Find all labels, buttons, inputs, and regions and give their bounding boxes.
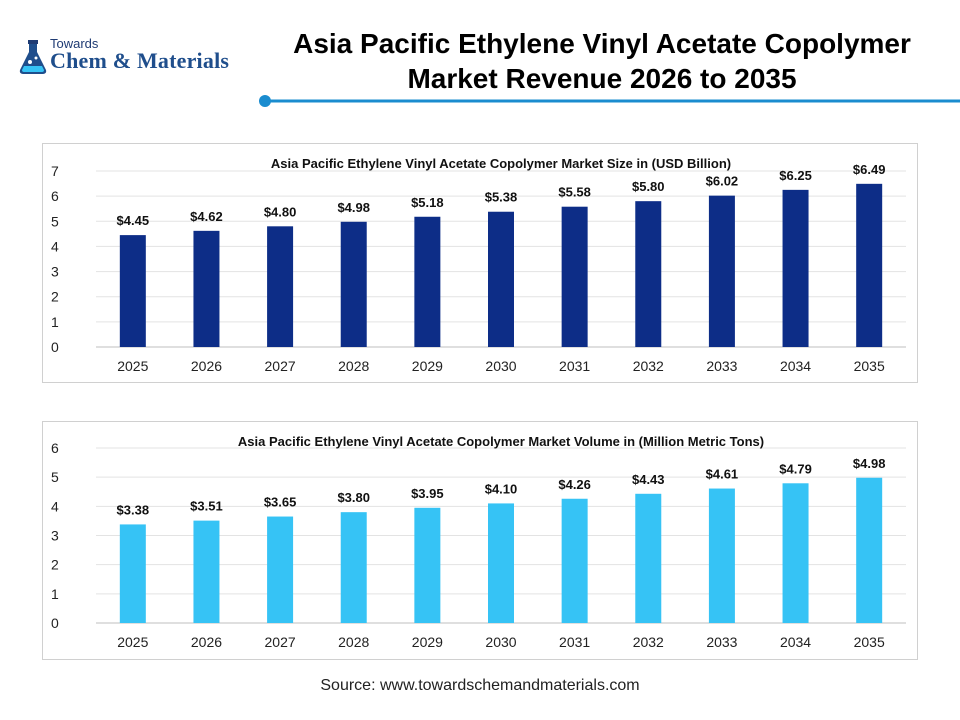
- bar: [488, 211, 514, 347]
- title-underline: [259, 95, 960, 107]
- x-tick-label: 2033: [706, 358, 737, 374]
- data-label: $4.43: [632, 472, 665, 487]
- page-title-line-1: Asia Pacific Ethylene Vinyl Acetate Copo…: [293, 28, 911, 59]
- data-label: $4.61: [706, 467, 739, 482]
- data-label: $4.80: [264, 204, 297, 219]
- data-label: $3.95: [411, 486, 444, 501]
- x-tick-label: 2034: [780, 358, 811, 374]
- logo-text-main: Chem & Materials: [50, 48, 230, 73]
- bar: [782, 189, 809, 347]
- y-tick-label: 3: [51, 264, 59, 280]
- logo-text-small: Towards: [50, 36, 99, 51]
- market-size-chart-panel: 0 1 2 3 4 5 6 7 Asia Pacific Ethylene Vinyl Acet…: [42, 143, 918, 383]
- bar: [856, 477, 883, 623]
- y-tick-label: 2: [51, 289, 59, 305]
- x-tick-label: 2034: [780, 634, 811, 650]
- data-label: $3.38: [117, 502, 150, 517]
- data-label: $4.26: [558, 477, 591, 492]
- bar: [635, 493, 662, 623]
- x-tick-label: 2031: [559, 634, 590, 650]
- x-tick-label: 2027: [265, 634, 296, 650]
- y-tick-label: 6: [51, 440, 59, 456]
- market-volume-chart-panel: 0 1 2 3 4 5 6 Asia Pacific Ethylene Vinyl Aceta…: [42, 421, 918, 660]
- x-tick-label: 2035: [854, 358, 885, 374]
- bar: [267, 516, 294, 623]
- x-tick-label: 2028: [338, 358, 369, 374]
- x-tick-label: 2027: [265, 358, 296, 374]
- bar: [561, 498, 588, 623]
- y-tick-label: 4: [51, 238, 59, 254]
- data-label: $3.51: [190, 499, 223, 514]
- data-label: $4.79: [779, 461, 812, 476]
- bar: [708, 195, 735, 347]
- x-tick-label: 2029: [412, 358, 443, 374]
- y-tick-label: 1: [51, 314, 59, 330]
- source-note: Source: www.towardschemandmaterials.com: [320, 677, 640, 694]
- market-volume-chart: 0 1 2 3 4 5 6 Asia Pacific Ethylene Vinyl Aceta…: [51, 434, 906, 650]
- y-tick-label: 5: [51, 469, 59, 485]
- bar: [856, 183, 883, 347]
- data-label: $6.02: [706, 174, 739, 189]
- data-label: $4.98: [337, 200, 370, 215]
- y-tick-label: 1: [51, 586, 59, 602]
- y-tick-label: 7: [51, 163, 59, 179]
- bar: [414, 507, 441, 623]
- bar: [340, 512, 367, 623]
- bar: [119, 524, 146, 623]
- bar: [561, 206, 588, 347]
- x-tick-label: 2032: [633, 634, 664, 650]
- x-tick-label: 2035: [854, 634, 885, 650]
- bar: [414, 216, 441, 347]
- data-label: $4.98: [853, 456, 886, 471]
- bar: [193, 520, 220, 623]
- x-tick-label: 2028: [338, 634, 369, 650]
- y-tick-label: 3: [51, 528, 59, 544]
- data-label: $5.80: [632, 179, 665, 194]
- flask-icon: [19, 40, 47, 74]
- y-tick-label: 4: [51, 498, 59, 514]
- x-tick-label: 2026: [191, 634, 222, 650]
- page-title: Asia Pacific Ethylene Vinyl Acetate Copo…: [262, 26, 942, 96]
- data-label: $5.58: [558, 185, 591, 200]
- y-tick-label: 2: [51, 557, 59, 573]
- bar: [119, 235, 146, 347]
- x-tick-label: 2033: [706, 634, 737, 650]
- x-tick-label: 2030: [485, 634, 516, 650]
- x-tick-label: 2030: [485, 358, 516, 374]
- page-title-line-2: Market Revenue 2026 to 2035: [407, 63, 797, 94]
- data-label: $6.49: [853, 162, 886, 177]
- y-tick-label: 0: [51, 615, 59, 631]
- x-tick-label: 2026: [191, 358, 222, 374]
- bar: [340, 221, 367, 347]
- bar: [635, 201, 662, 347]
- x-tick-label: 2029: [412, 634, 443, 650]
- market-size-chart: 0 1 2 3 4 5 6 7 Asia Pacific Ethylene Vinyl Acet…: [51, 156, 906, 374]
- y-tick-label: 6: [51, 188, 59, 204]
- data-label: $3.80: [337, 490, 370, 505]
- bar: [708, 488, 735, 623]
- x-tick-label: 2032: [633, 358, 664, 374]
- x-tick-label: 2031: [559, 358, 590, 374]
- data-label: $6.25: [779, 168, 812, 183]
- bar: [782, 483, 809, 623]
- data-label: $4.45: [117, 213, 150, 228]
- data-label: $4.62: [190, 209, 223, 224]
- chart-title: Asia Pacific Ethylene Vinyl Acetate Copo…: [238, 434, 764, 449]
- data-label: $4.10: [485, 481, 518, 496]
- chart-title: Asia Pacific Ethylene Vinyl Acetate Copo…: [271, 156, 731, 171]
- bar: [193, 230, 220, 347]
- y-tick-label: 5: [51, 213, 59, 229]
- bar: [488, 503, 514, 623]
- data-label: $5.38: [485, 190, 518, 205]
- x-tick-label: 2025: [117, 634, 148, 650]
- data-label: $3.65: [264, 495, 297, 510]
- x-tick-label: 2025: [117, 358, 148, 374]
- bar: [267, 226, 294, 347]
- data-label: $5.18: [411, 195, 444, 210]
- y-tick-label: 0: [51, 339, 59, 355]
